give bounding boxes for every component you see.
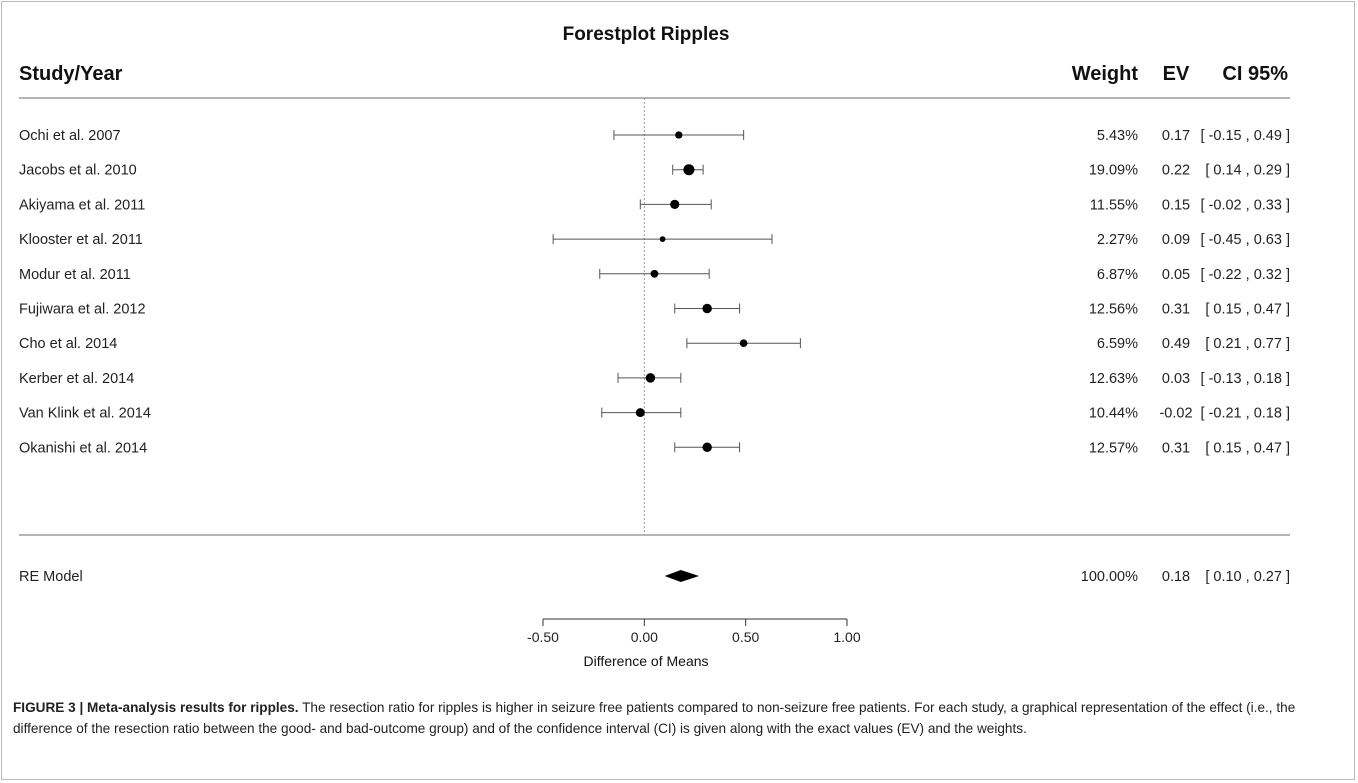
caption-lead: FIGURE 3 | Meta-analysis results for rip… xyxy=(13,700,299,715)
study-label: Fujiwara et al. 2012 xyxy=(19,302,146,318)
point-estimate xyxy=(635,408,645,418)
point-estimate xyxy=(739,339,748,348)
weight-value: 10.44% xyxy=(1089,406,1138,422)
weight-value: 6.59% xyxy=(1097,336,1138,352)
point-estimate xyxy=(645,373,656,383)
x-axis: -0.50 0.00 0.50 1.00 xyxy=(527,618,861,645)
study-row: Van Klink et al. 2014 10.44% -0.02 [ -0.21 … xyxy=(19,406,1290,422)
point-estimate xyxy=(702,303,712,314)
x-tick-label: 0.00 xyxy=(631,629,658,645)
study-label: Modur et al. 2011 xyxy=(19,267,131,283)
header-ci: CI 95% xyxy=(1222,63,1288,85)
point-estimate xyxy=(670,199,680,210)
study-row: Jacobs et al. 2010 19.09% 0.22 [ 0.14 , 0.2… xyxy=(19,163,1290,179)
ci-value: [ -0.45 , 0.63 ] xyxy=(1201,232,1290,248)
ci-value: [ 0.14 , 0.29 ] xyxy=(1205,163,1290,179)
summary-row: RE Model 100.00% 0.18 [ 0.10 , 0.27 ] xyxy=(19,569,1290,585)
study-rows: Ochi et al. 2007 5.43% 0.17 [ -0.15 , 0.49 … xyxy=(19,128,1290,456)
ev-value: 0.05 xyxy=(1162,267,1190,283)
point-estimate xyxy=(683,164,695,176)
study-row: Akiyama et al. 2011 11.55% 0.15 [ -0.02 , 0… xyxy=(19,197,1290,213)
header-study: Study/Year xyxy=(19,63,123,85)
ev-value: 0.03 xyxy=(1162,371,1190,387)
ev-value: 0.09 xyxy=(1162,232,1190,248)
weight-value: 11.55% xyxy=(1090,197,1138,213)
study-label: Akiyama et al. 2011 xyxy=(19,197,145,213)
ci-value: [ 0.15 , 0.47 ] xyxy=(1205,302,1290,318)
weight-value: 5.43% xyxy=(1097,128,1138,144)
summary-weight: 100.00% xyxy=(1081,569,1138,585)
ci-value: [ 0.21 , 0.77 ] xyxy=(1205,336,1290,352)
study-row: Okanishi et al. 2014 12.57% 0.31 [ 0.15 , 0… xyxy=(19,440,1290,456)
ev-value: 0.22 xyxy=(1162,163,1190,179)
study-label: Van Klink et al. 2014 xyxy=(19,406,151,422)
header-weight: Weight xyxy=(1072,63,1139,85)
weight-value: 12.63% xyxy=(1089,371,1138,387)
x-axis-label: Difference of Means xyxy=(583,653,708,669)
summary-ci: [ 0.10 , 0.27 ] xyxy=(1205,569,1290,585)
ev-value: 0.31 xyxy=(1162,302,1190,318)
study-row: Kerber et al. 2014 12.63% 0.03 [ -0.13 , 0.… xyxy=(19,371,1290,387)
ev-value: 0.49 xyxy=(1162,336,1190,352)
caption-body: The resection ratio for ripples is highe… xyxy=(13,700,1296,736)
point-estimate xyxy=(675,131,683,139)
study-row: Modur et al. 2011 6.87% 0.05 [ -0.22 , 0.32… xyxy=(19,267,1290,283)
ci-value: [ -0.21 , 0.18 ] xyxy=(1201,406,1290,422)
study-label: Cho et al. 2014 xyxy=(19,336,117,352)
ci-value: [ -0.15 , 0.49 ] xyxy=(1201,128,1290,144)
study-label: Ochi et al. 2007 xyxy=(19,128,121,144)
study-label: Klooster et al. 2011 xyxy=(19,232,143,248)
header-ev: EV xyxy=(1163,63,1190,85)
study-row: Ochi et al. 2007 5.43% 0.17 [ -0.15 , 0.49 … xyxy=(19,128,1290,144)
x-tick-label: 1.00 xyxy=(833,629,860,645)
weight-value: 19.09% xyxy=(1089,163,1138,179)
weight-value: 12.57% xyxy=(1089,440,1138,456)
study-label: Kerber et al. 2014 xyxy=(19,371,134,387)
study-label: Jacobs et al. 2010 xyxy=(19,163,137,179)
study-row: Klooster et al. 2011 2.27% 0.09 [ -0.45 , 0… xyxy=(19,232,1290,248)
point-estimate xyxy=(650,269,659,278)
ci-value: [ -0.22 , 0.32 ] xyxy=(1201,267,1290,283)
weight-value: 2.27% xyxy=(1097,232,1138,248)
summary-diamond xyxy=(664,570,700,582)
point-estimate xyxy=(659,236,666,242)
ci-value: [ -0.13 , 0.18 ] xyxy=(1201,371,1290,387)
study-row: Cho et al. 2014 6.59% 0.49 [ 0.21 , 0.77 ] xyxy=(19,336,1290,352)
point-estimate xyxy=(702,442,712,453)
figure-caption: FIGURE 3 | Meta-analysis results for rip… xyxy=(13,697,1347,739)
summary-ev: 0.18 xyxy=(1162,569,1190,585)
ev-value: 0.15 xyxy=(1162,197,1190,213)
ci-value: [ 0.15 , 0.47 ] xyxy=(1205,440,1290,456)
ev-value: -0.02 xyxy=(1159,406,1192,422)
weight-value: 6.87% xyxy=(1097,267,1138,283)
ci-value: [ -0.02 , 0.33 ] xyxy=(1201,197,1290,213)
study-label: Okanishi et al. 2014 xyxy=(19,440,147,456)
study-row: Fujiwara et al. 2012 12.56% 0.31 [ 0.15 , 0… xyxy=(19,302,1290,318)
ev-value: 0.17 xyxy=(1162,128,1190,144)
forest-plot: Forestplot Ripples Study/Year Weight EV … xyxy=(19,24,1290,669)
ev-value: 0.31 xyxy=(1162,440,1190,456)
x-tick-label: 0.50 xyxy=(732,629,759,645)
summary-label: RE Model xyxy=(19,569,83,585)
chart-title: Forestplot Ripples xyxy=(563,24,730,45)
weight-value: 12.56% xyxy=(1089,302,1138,318)
x-tick-label: -0.50 xyxy=(527,629,559,645)
